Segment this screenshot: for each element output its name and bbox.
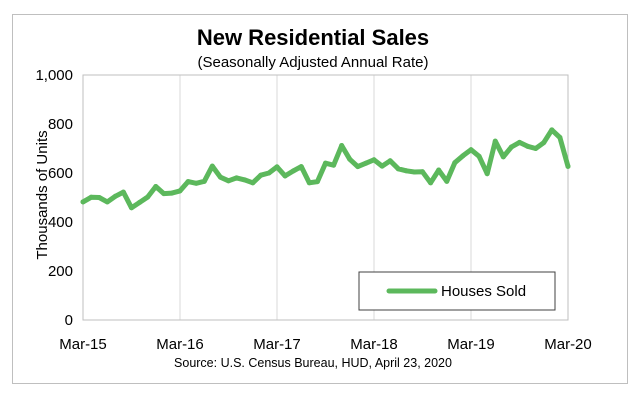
data-point [242, 177, 248, 183]
y-tick-label: 200 [48, 263, 73, 280]
data-point [169, 190, 175, 196]
data-point [549, 127, 555, 133]
x-tick-label: Mar-20 [544, 336, 592, 353]
data-point [120, 189, 126, 195]
chart-frame: New Residential Sales (Seasonally Adjust… [12, 14, 628, 384]
data-point [403, 168, 409, 174]
data-point [339, 143, 345, 149]
chart-title: New Residential Sales [197, 25, 429, 50]
y-tick-label: 600 [48, 165, 73, 182]
data-point [460, 153, 466, 159]
data-point [88, 194, 94, 200]
data-point [266, 170, 272, 176]
data-point [484, 171, 490, 177]
data-point [306, 180, 312, 186]
data-point [250, 180, 256, 186]
data-point [387, 158, 393, 164]
x-tick-label: Mar-15 [59, 336, 107, 353]
data-point [420, 169, 425, 175]
y-tick-label: 800 [48, 116, 73, 133]
data-point [129, 205, 134, 211]
data-point [525, 143, 531, 149]
data-point [258, 172, 264, 178]
data-point [217, 174, 223, 180]
data-point [331, 162, 337, 168]
data-point [80, 199, 86, 205]
data-point [104, 199, 110, 205]
data-point [428, 180, 434, 186]
data-point [96, 195, 102, 200]
data-point [468, 147, 474, 153]
data-point [112, 193, 118, 199]
x-tick-label: Mar-18 [350, 336, 398, 353]
data-point [436, 167, 442, 173]
data-point [177, 188, 183, 194]
data-point [145, 194, 151, 200]
data-point [379, 163, 385, 169]
data-point [161, 191, 167, 197]
data-point [234, 175, 240, 181]
data-point [323, 160, 328, 166]
legend: Houses Sold [358, 271, 556, 311]
line-chart: New Residential Sales (Seasonally Adjust… [34, 25, 592, 370]
data-point [153, 183, 159, 189]
data-point [355, 164, 361, 170]
x-axis-ticks: Mar-15 Mar-16 Mar-17 Mar-18 Mar-19 Mar-20 [59, 336, 592, 353]
data-point [444, 178, 450, 184]
data-point [500, 154, 506, 160]
y-axis-label: Thousands of Units [34, 130, 51, 259]
series-group [80, 127, 571, 211]
data-point [314, 179, 320, 185]
data-point [557, 134, 563, 140]
y-tick-label: 1,000 [35, 67, 73, 84]
data-point [363, 160, 369, 166]
x-tick-label: Mar-19 [447, 336, 495, 353]
y-tick-label: 400 [48, 214, 73, 231]
data-point [508, 144, 514, 150]
gridlines [82, 74, 569, 321]
source-note: Source: U.S. Census Bureau, HUD, April 2… [174, 356, 452, 370]
data-point [347, 156, 353, 162]
data-point [185, 179, 191, 185]
y-tick-label: 0 [65, 312, 73, 329]
data-point [282, 173, 288, 179]
data-point [541, 140, 547, 146]
data-point [517, 139, 522, 145]
chart-subtitle: (Seasonally Adjusted Annual Rate) [198, 54, 429, 71]
data-point [476, 153, 482, 159]
data-point [371, 157, 377, 163]
data-point [137, 199, 143, 205]
data-point [290, 168, 296, 174]
data-point [492, 138, 498, 144]
data-point [533, 146, 539, 151]
data-point [565, 163, 571, 169]
data-point [193, 180, 199, 186]
data-point [411, 169, 417, 175]
y-axis-ticks: 0 200 400 600 800 1,000 [35, 67, 73, 329]
data-point [274, 164, 280, 170]
data-point [209, 163, 215, 169]
x-tick-label: Mar-17 [253, 336, 301, 353]
x-tick-label: Mar-16 [156, 336, 204, 353]
data-point [298, 164, 304, 170]
data-point [452, 160, 458, 166]
data-point [395, 166, 401, 172]
legend-label: Houses Sold [441, 283, 526, 300]
data-point [201, 178, 207, 184]
data-point [226, 178, 231, 184]
plot-area-border [82, 74, 569, 321]
